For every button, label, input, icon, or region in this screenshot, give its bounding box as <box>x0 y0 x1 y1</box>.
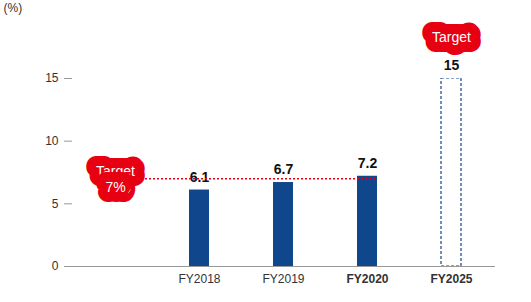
svg-text:10: 10 <box>45 134 59 148</box>
svg-text:7.2: 7.2 <box>358 155 378 171</box>
svg-text:(%): (%) <box>4 1 23 15</box>
svg-text:Target: Target <box>432 29 471 45</box>
svg-text:FY2020: FY2020 <box>346 272 388 286</box>
svg-text:5: 5 <box>52 197 59 211</box>
svg-text:Target7%: Target7% <box>96 163 135 195</box>
svg-text:6.1: 6.1 <box>190 169 210 185</box>
svg-text:FY2018: FY2018 <box>178 272 220 286</box>
svg-text:15: 15 <box>444 57 460 73</box>
svg-text:FY2019: FY2019 <box>262 272 304 286</box>
svg-text:6.7: 6.7 <box>274 161 294 177</box>
svg-text:15: 15 <box>45 71 59 85</box>
svg-text:0: 0 <box>52 259 59 273</box>
svg-text:FY2025: FY2025 <box>430 272 472 286</box>
